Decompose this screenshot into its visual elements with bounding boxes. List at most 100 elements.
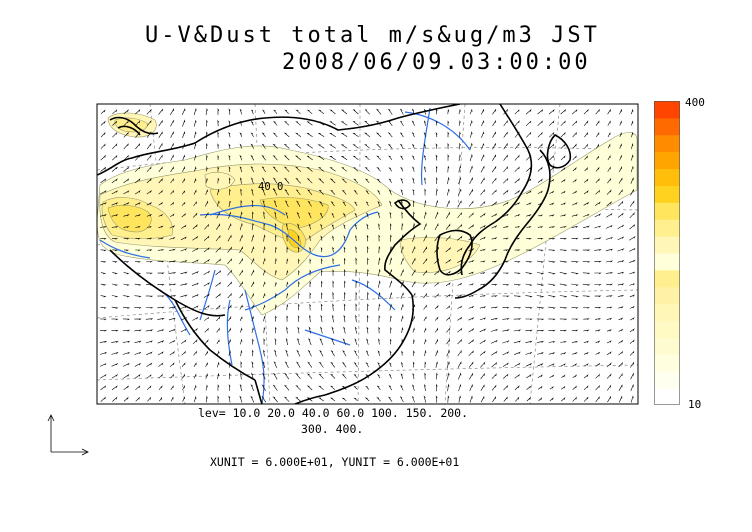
wind-arrow [343,235,346,241]
wind-arrow [240,338,243,345]
wind-arrow [548,120,555,126]
wind-arrow [217,154,220,161]
wind-arrow [387,143,393,149]
wind-arrow [194,166,197,172]
wind-arrow [526,154,532,161]
wind-arrow [206,119,208,127]
wind-arrow [411,257,416,265]
wind-arrow [194,142,197,150]
wind-arrow [100,249,107,252]
wind-arrow [296,200,301,207]
wind-arrow [262,257,266,265]
wind-arrow [157,272,165,275]
wind-arrow [607,143,611,149]
wind-arrow [446,338,450,345]
wind-arrow [560,238,567,240]
wind-arrow [503,154,508,161]
wind-arrow [216,316,221,322]
wind-arrow [447,165,450,173]
wind-arrow [168,328,176,332]
wind-arrow [548,283,556,286]
wind-arrow [594,318,602,321]
wind-arrow [424,338,427,345]
wind-arrow [182,154,186,161]
wind-arrow [525,295,533,298]
wind-arrow [205,177,208,184]
wind-arrow [329,156,336,160]
wind-arrow [594,225,601,229]
wind-arrow [446,327,451,333]
wind-arrow [274,257,277,265]
wind-arrow [320,326,323,334]
wind-arrow [228,177,231,184]
wind-arrow [366,212,369,218]
wind-arrow [250,120,254,126]
wind-arrow [365,373,370,379]
wind-arrow [99,351,108,355]
wind-arrow [607,120,611,126]
wind-arrow [251,199,254,208]
wind-arrow [146,351,153,356]
wind-arrow [100,385,107,391]
wind-arrow [479,306,487,309]
wind-arrow [203,270,211,275]
wind-arrow [217,166,220,172]
wind-arrow [181,212,186,218]
wind-arrow [492,154,496,161]
wind-arrow [329,385,336,390]
wind-arrow [250,395,255,403]
wind-arrow [388,396,393,402]
wind-arrow [295,178,301,184]
wind-arrow [191,294,199,298]
wind-arrow [447,395,450,403]
wind-arrow [412,303,416,311]
wind-arrow [537,131,543,138]
wind-arrow [630,383,634,392]
wind-arrow [413,200,415,207]
wind-arrow [217,361,220,368]
wind-arrow [629,271,635,275]
wind-arrow [526,385,532,390]
wind-arrow [283,121,290,126]
wind-arrow [191,259,199,264]
wind-arrow [240,199,243,208]
wind-arrow [261,155,266,161]
wind-arrow [537,374,543,379]
wind-arrow [491,177,497,184]
wind-arrow [537,120,543,127]
wind-arrow [423,166,426,173]
wind-arrow [306,132,313,137]
vector-unit-text: XUNIT = 6.000E+01, YUNIT = 6.000E+01 [210,455,460,469]
wind-arrow [583,374,589,379]
wind-arrow [100,295,107,298]
wind-arrow [377,374,381,379]
wind-arrow [480,294,486,297]
wind-arrow [134,272,142,275]
wind-arrow [146,213,152,217]
wind-arrow [216,211,220,219]
colorbar-swatch [654,185,680,203]
wind-arrow [571,225,579,228]
wind-arrow [297,326,300,334]
wind-arrow [584,143,588,149]
wind-arrow [468,317,475,321]
wind-arrow [400,303,404,311]
wind-arrow [560,120,566,126]
wind-arrow [122,340,131,343]
wind-arrow [434,234,439,242]
wind-arrow [526,143,532,150]
wind-arrow [251,188,254,196]
wind-arrow [605,224,613,229]
wind-arrow [525,260,533,263]
wind-arrow [251,269,255,276]
wind-arrow [617,224,625,229]
wind-arrow [468,350,474,357]
wind-arrow [571,237,579,240]
wind-arrow [618,200,624,207]
wind-arrow [192,212,198,218]
wind-arrow [123,373,130,379]
wind-arrow [389,245,392,254]
wind-arrow [447,383,450,392]
wind-arrow [182,373,185,379]
wind-arrow [525,351,533,355]
